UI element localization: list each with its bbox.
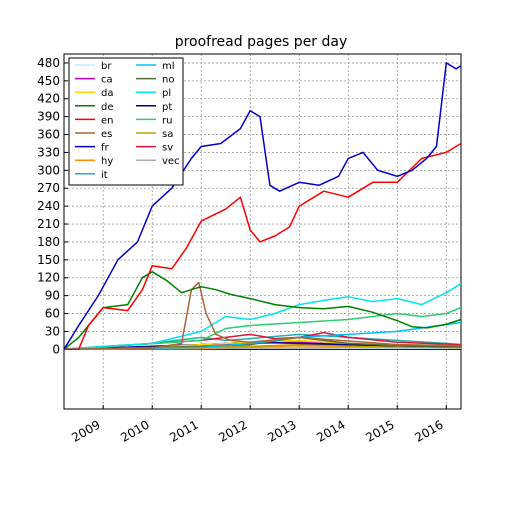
y-tick-label: 300 — [37, 163, 60, 177]
y-tick-label: 360 — [37, 128, 60, 142]
x-tick-label: 2013 — [265, 417, 298, 444]
legend-label-ca: ca — [101, 75, 113, 86]
y-tick-label: 60 — [45, 307, 60, 321]
x-tick-label: 2016 — [412, 417, 445, 444]
series-line-es — [63, 281, 462, 351]
y-tick-label: 150 — [37, 253, 60, 267]
series-line-pl — [63, 283, 462, 351]
legend-label-da: da — [101, 88, 113, 99]
chart-title: proofread pages per day — [175, 34, 348, 50]
plot-frame — [63, 53, 462, 410]
legend-label-hy: hy — [101, 156, 113, 167]
legend-label-br: br — [101, 61, 112, 72]
legend-label-it: it — [101, 170, 108, 181]
legend-label-fr: fr — [101, 143, 110, 154]
legend-label-no: no — [162, 75, 174, 86]
y-tick-label: 480 — [37, 56, 60, 70]
y-tick-label: 240 — [37, 199, 60, 213]
series-line-fr — [63, 62, 462, 350]
x-tick-label: 2014 — [314, 417, 347, 444]
legend-label-ml: ml — [162, 61, 175, 72]
y-tick-label: 270 — [37, 181, 60, 195]
y-tick-label: 390 — [37, 110, 60, 124]
y-tick-label: 0 — [52, 342, 60, 356]
x-tick-label: 2012 — [216, 417, 249, 444]
legend-label-vec: vec — [162, 156, 180, 167]
series-line-sa — [63, 343, 462, 351]
series-lines — [63, 62, 462, 351]
y-tick-label: 30 — [45, 324, 60, 338]
grid — [64, 54, 461, 409]
x-tick-label: 2015 — [363, 417, 396, 444]
series-line-de — [63, 271, 462, 350]
y-axis: 0 30 60 90 120 150 180 210 240 270 300 330 360 390 420… — [37, 56, 68, 356]
y-tick-label: 180 — [37, 235, 60, 249]
y-tick-label: 420 — [37, 92, 60, 106]
x-tick-label: 2010 — [118, 417, 151, 444]
legend: br ca da de en es fr hy it ml no pl pt ru sa sv vec — [68, 57, 184, 186]
y-tick-label: 90 — [45, 289, 60, 303]
x-axis: 2009 2010 2011 2012 2013 2014 2015 2016 — [69, 405, 447, 445]
y-tick-label: 210 — [37, 217, 60, 231]
legend-label-sv: sv — [162, 143, 173, 154]
legend-label-es: es — [101, 129, 112, 140]
series-line-en — [64, 142, 462, 351]
legend-label-sa: sa — [162, 129, 173, 140]
legend-label-pt: pt — [162, 102, 172, 113]
legend-label-pl: pl — [162, 88, 171, 99]
y-tick-label: 120 — [37, 271, 60, 285]
y-tick-label: 450 — [37, 74, 60, 88]
y-tick-label: 330 — [37, 145, 60, 159]
x-tick-label: 2009 — [69, 417, 102, 444]
x-tick-label: 2011 — [167, 417, 200, 444]
series-line-ru — [63, 306, 462, 351]
legend-label-en: en — [101, 115, 114, 126]
legend-label-de: de — [101, 102, 114, 113]
legend-label-ru: ru — [162, 115, 172, 126]
